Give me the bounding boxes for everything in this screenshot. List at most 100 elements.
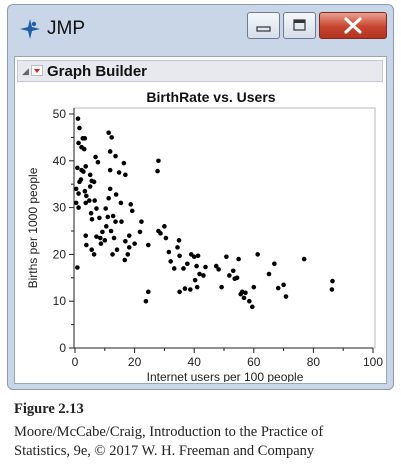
data-point xyxy=(125,252,131,257)
axes: 0 20 40 60 80 100 0 10 20 30 40 50 xyxy=(53,107,384,369)
data-point xyxy=(107,186,113,192)
data-point xyxy=(93,154,98,160)
plot-frame xyxy=(73,107,376,349)
data-point xyxy=(118,200,124,206)
data-point xyxy=(251,284,257,290)
data-point xyxy=(94,206,99,211)
data-point xyxy=(81,169,86,174)
data-point xyxy=(89,217,95,222)
scatter-chart: BirthRate vs. Users Births per 1000 peop… xyxy=(26,89,384,382)
data-point xyxy=(109,135,114,140)
data-point xyxy=(283,294,289,299)
x-tick-label: 80 xyxy=(307,355,321,369)
data-point xyxy=(185,261,190,267)
data-point xyxy=(201,273,206,278)
data-point xyxy=(182,286,188,291)
report-area: ◢ Graph Builder BirthRate vs. Users Birt… xyxy=(14,56,387,384)
data-point xyxy=(143,298,149,304)
window-title: JMP xyxy=(47,18,85,39)
data-point xyxy=(100,229,105,235)
data-point xyxy=(213,263,219,269)
data-point xyxy=(203,264,208,270)
data-point xyxy=(110,252,115,257)
data-point xyxy=(163,235,169,241)
data-point xyxy=(128,202,134,207)
data-point xyxy=(227,273,232,278)
data-point xyxy=(156,158,161,164)
data-point xyxy=(103,224,109,229)
x-tick-label: 20 xyxy=(128,355,142,369)
data-point xyxy=(108,228,114,234)
data-point xyxy=(176,238,182,243)
data-point xyxy=(84,242,89,248)
y-tick-label: 30 xyxy=(53,201,67,215)
data-point xyxy=(146,242,151,248)
red-triangle-menu-icon[interactable] xyxy=(31,65,43,76)
data-point xyxy=(113,219,118,224)
data-point xyxy=(89,247,94,253)
data-point xyxy=(191,254,197,260)
data-point xyxy=(114,247,120,253)
data-point xyxy=(113,192,119,197)
data-point xyxy=(107,167,113,173)
data-point xyxy=(137,229,143,235)
data-point xyxy=(330,278,335,284)
data-point xyxy=(106,195,111,201)
data-point xyxy=(301,256,307,262)
caption-line-3: Statistics, 9e, © 2017 W. H. Freeman and… xyxy=(14,443,315,459)
data-point xyxy=(272,261,277,267)
jmp-logo-icon xyxy=(20,19,40,39)
data-point xyxy=(146,289,151,295)
x-tick-label: 0 xyxy=(72,355,79,369)
data-point xyxy=(281,282,286,288)
minimize-button[interactable] xyxy=(247,12,280,39)
data-point xyxy=(76,191,81,196)
minimize-icon xyxy=(256,26,271,32)
data-points xyxy=(73,116,335,310)
data-point xyxy=(98,241,104,246)
close-button[interactable] xyxy=(319,12,387,39)
jmp-window: JMP ◢ Graph Builder BirthRate vs. Use xyxy=(7,4,394,390)
data-point xyxy=(219,284,224,290)
data-point xyxy=(224,254,229,260)
data-point xyxy=(188,287,193,292)
data-point xyxy=(243,290,248,296)
data-point xyxy=(255,252,260,257)
data-point xyxy=(110,213,116,219)
y-tick-label: 50 xyxy=(53,107,67,121)
data-point xyxy=(132,241,137,246)
title-bar[interactable]: JMP xyxy=(8,5,393,51)
data-point xyxy=(126,245,132,250)
maximize-icon xyxy=(293,19,306,31)
graph-builder-outline[interactable]: ◢ Graph Builder xyxy=(17,60,383,82)
data-point xyxy=(171,266,177,271)
data-point xyxy=(121,160,127,166)
disclosure-triangle-icon[interactable]: ◢ xyxy=(22,66,29,76)
data-point xyxy=(216,267,221,272)
data-point xyxy=(87,184,93,189)
data-point xyxy=(91,179,97,185)
data-point xyxy=(275,285,281,291)
data-point xyxy=(126,233,132,238)
data-point xyxy=(181,266,186,271)
data-point xyxy=(84,193,89,199)
maximize-button[interactable] xyxy=(283,12,316,39)
data-point xyxy=(102,238,108,243)
data-point xyxy=(156,228,161,234)
data-point xyxy=(82,188,88,194)
data-point xyxy=(266,271,272,277)
data-point xyxy=(76,140,81,146)
data-point xyxy=(197,271,202,277)
data-point xyxy=(87,172,93,178)
data-point xyxy=(75,165,80,171)
figure-label: Figure 2.13 xyxy=(14,401,84,417)
data-point xyxy=(250,304,255,310)
data-point xyxy=(83,200,89,206)
data-point xyxy=(77,179,82,185)
data-point xyxy=(98,235,103,241)
data-point xyxy=(123,238,128,244)
data-point xyxy=(77,125,82,131)
data-point xyxy=(113,153,118,159)
data-point xyxy=(83,164,89,169)
data-point xyxy=(97,215,102,221)
